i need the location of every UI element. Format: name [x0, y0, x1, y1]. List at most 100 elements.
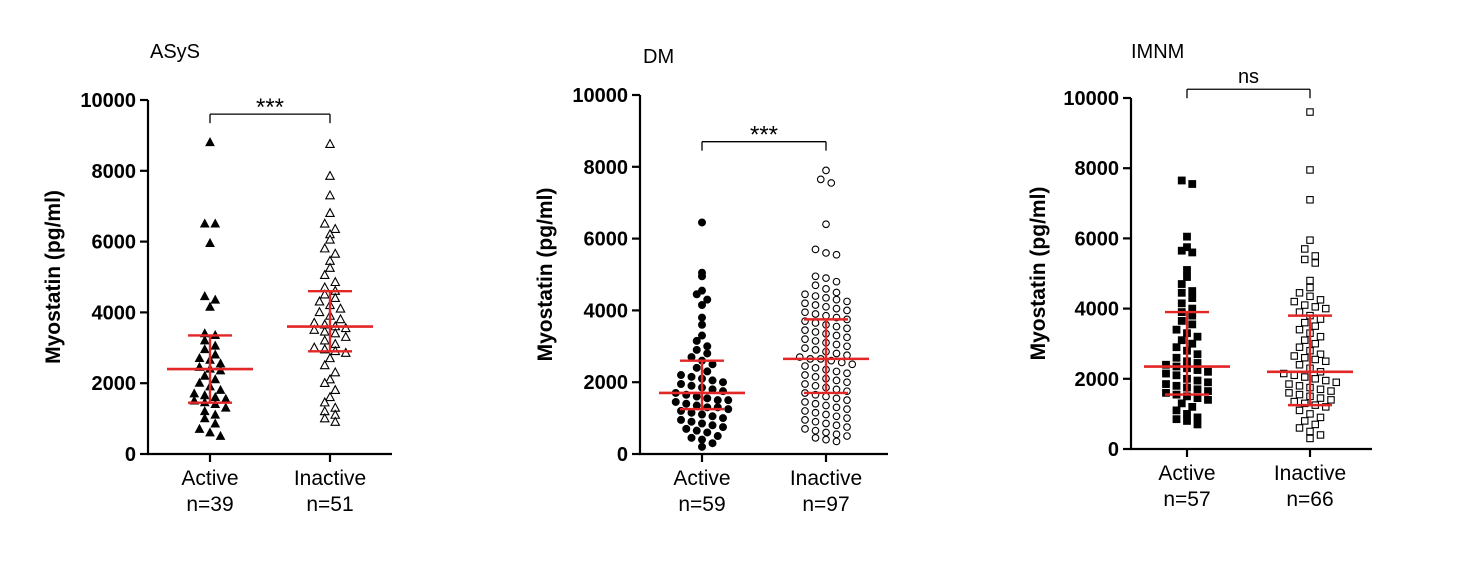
- chart-panel-imnm: IMNM Myostatin (pg/ml) 0 2000 4000 6000 8000 10…: [1027, 41, 1372, 511]
- data-point: [692, 363, 701, 372]
- data-point: [822, 293, 830, 302]
- data-point: [1177, 246, 1186, 255]
- data-point: [1301, 318, 1309, 327]
- data-point: [210, 409, 221, 419]
- y-tick-label: 10000: [572, 85, 628, 107]
- data-point: [309, 342, 320, 352]
- data-point: [1290, 352, 1299, 360]
- data-point: [801, 371, 809, 379]
- y-tick-label: 6000: [92, 232, 137, 254]
- data-point: [330, 384, 341, 395]
- data-point: [843, 405, 851, 413]
- data-point: [1301, 245, 1309, 253]
- data-point: [199, 335, 210, 345]
- data-point: [801, 416, 809, 424]
- data-point: [330, 276, 341, 287]
- data-point: [1193, 385, 1202, 394]
- data-point: [692, 426, 701, 435]
- data-point: [708, 412, 717, 421]
- data-point: [1295, 308, 1304, 316]
- y-tick-label: 0: [617, 444, 628, 466]
- data-point: [330, 366, 341, 377]
- data-point: [811, 408, 820, 417]
- data-point: [1183, 273, 1191, 281]
- data-point: [1316, 296, 1325, 304]
- data-point: [698, 313, 707, 322]
- y-tick-label: 8000: [584, 157, 629, 179]
- data-point: [822, 311, 830, 320]
- data-point: [1204, 367, 1212, 376]
- data-point: [843, 432, 851, 440]
- data-point: [1188, 248, 1197, 257]
- y-tick-label: 2000: [1075, 369, 1120, 391]
- data-point: [811, 310, 820, 318]
- data-point: [1327, 396, 1335, 404]
- data-point: [698, 320, 707, 329]
- y-tick-label: 4000: [92, 302, 137, 324]
- data-point: [724, 405, 733, 414]
- data-point: [811, 337, 820, 345]
- data-point: [1295, 424, 1304, 432]
- data-point: [1172, 343, 1181, 352]
- data-point: [832, 421, 841, 430]
- data-point: [832, 376, 841, 385]
- x-tick-label: Active: [673, 467, 730, 490]
- data-point: [832, 277, 841, 286]
- data-point: [843, 378, 851, 387]
- data-point: [843, 333, 851, 342]
- data-point: [324, 138, 336, 148]
- data-point: [210, 294, 221, 304]
- data-point: [1285, 380, 1293, 388]
- data-point: [801, 335, 809, 343]
- data-point: [1162, 369, 1170, 378]
- data-point: [309, 324, 320, 334]
- y-tick-label: 0: [1108, 439, 1119, 461]
- data-point: [1311, 303, 1320, 311]
- data-point: [1316, 315, 1325, 323]
- data-point: [677, 371, 686, 380]
- data-point: [832, 295, 841, 304]
- data-point: [319, 288, 330, 299]
- data-point: [811, 399, 820, 408]
- data-point: [194, 377, 205, 387]
- data-point: [1295, 325, 1304, 334]
- y-tick-label: 6000: [1075, 228, 1120, 250]
- chart-title: IMNM: [1131, 41, 1184, 63]
- data-point: [1193, 420, 1202, 429]
- data-point: [708, 376, 717, 385]
- data-point: [822, 392, 830, 401]
- data-point: [1306, 427, 1314, 436]
- data-point: [1311, 322, 1320, 330]
- data-point: [215, 384, 226, 394]
- data-point: [811, 292, 820, 300]
- data-point: [682, 424, 691, 433]
- data-point: [843, 324, 851, 333]
- data-point: [822, 410, 830, 419]
- data-point: [1311, 375, 1320, 383]
- data-point: [811, 245, 820, 254]
- data-point: [1285, 389, 1293, 397]
- data-point: [330, 292, 341, 302]
- data-point: [324, 262, 336, 272]
- data-point: [698, 218, 707, 227]
- data-point: [1295, 343, 1304, 351]
- data-point: [801, 299, 809, 308]
- data-point: [330, 416, 341, 426]
- data-point: [698, 419, 707, 428]
- data-point: [1177, 399, 1186, 408]
- data-point: [1316, 332, 1325, 341]
- data-point: [319, 412, 330, 423]
- data-point: [708, 439, 717, 448]
- x-tick-label: Inactive: [294, 467, 366, 490]
- data-point: [713, 396, 722, 405]
- data-point: [822, 435, 830, 444]
- data-point: [199, 218, 210, 228]
- data-point: [1295, 382, 1304, 390]
- data-point: [724, 396, 733, 405]
- data-point: [324, 352, 336, 363]
- data-point: [205, 427, 215, 437]
- data-point: [843, 396, 851, 405]
- data-point: [314, 296, 325, 306]
- data-point: [330, 223, 341, 233]
